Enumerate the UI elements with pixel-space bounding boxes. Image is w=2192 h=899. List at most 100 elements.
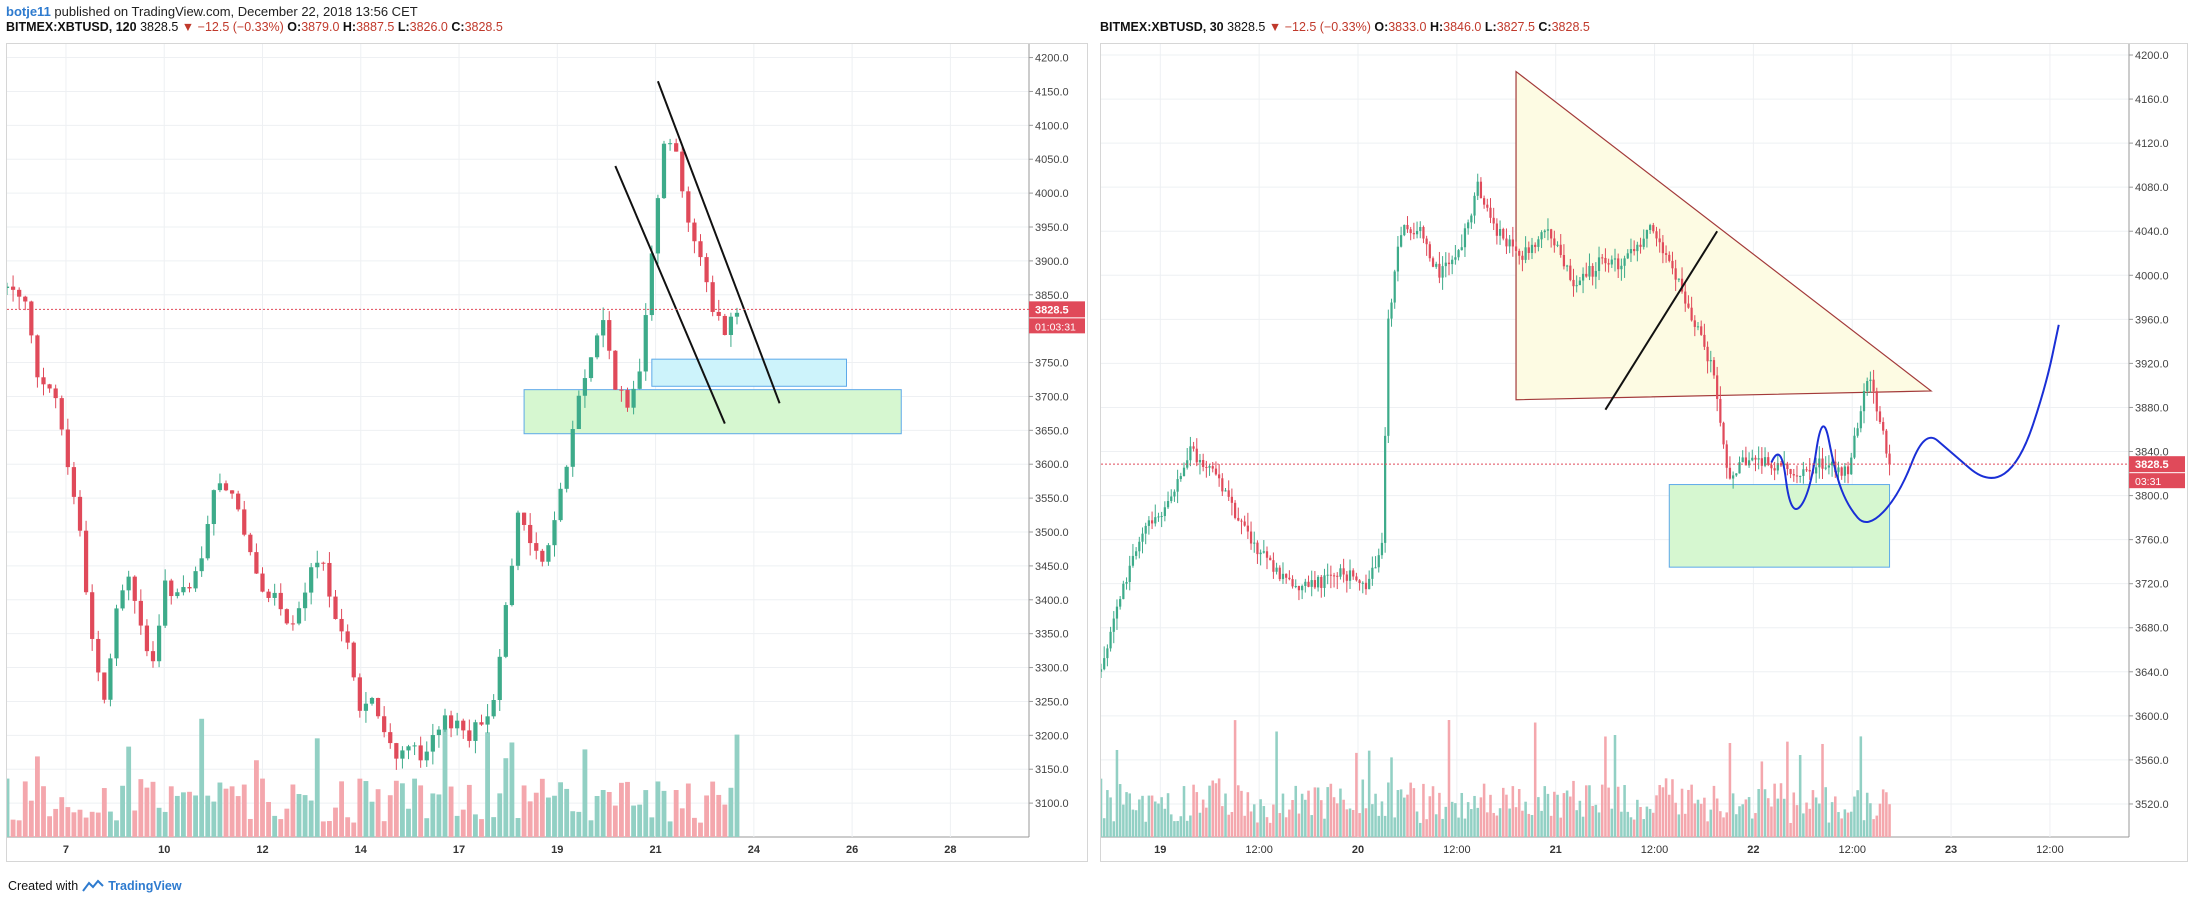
candle-body: [1636, 244, 1639, 252]
y-tick-label: 3560.0: [2135, 755, 2169, 767]
volume-bar: [1543, 786, 1547, 837]
candle-body: [1827, 465, 1831, 468]
volume-bar: [1514, 807, 1518, 837]
volume-bar: [1588, 785, 1591, 837]
volume-bar: [1862, 820, 1866, 837]
volume-bar: [1680, 788, 1684, 837]
volume-bar: [1856, 790, 1859, 837]
candle-body: [1128, 565, 1131, 582]
candle-body: [1396, 246, 1400, 272]
volume-bar: [460, 809, 466, 837]
volume-bar: [296, 794, 302, 837]
candle-body: [1824, 467, 1827, 469]
volume-bar: [546, 797, 551, 837]
volume-bar: [625, 781, 630, 837]
candle-body: [1751, 457, 1754, 461]
y-tick-label: 4050.0: [1035, 154, 1069, 166]
candle-body: [163, 580, 168, 626]
volume-bar: [1616, 786, 1620, 837]
candle-body: [1329, 574, 1332, 576]
volume-bar: [1125, 792, 1128, 837]
candle-body: [1661, 242, 1665, 254]
y-tick-label: 3250.0: [1035, 696, 1069, 708]
volume-bar: [1869, 803, 1872, 837]
volume-bar: [491, 817, 497, 837]
candle-body: [552, 520, 557, 546]
volume-bar: [1607, 787, 1610, 837]
right-symbol[interactable]: BITMEX:XBTUSD, 30: [1100, 20, 1224, 34]
candle-body: [1101, 669, 1103, 672]
candles: [7, 138, 740, 770]
tradingview-brand[interactable]: TradingView: [108, 879, 182, 893]
candle-body: [1763, 457, 1767, 466]
volume-bar: [485, 732, 490, 837]
candle-body: [1147, 520, 1151, 526]
volume-bar: [1185, 820, 1189, 837]
y-tick-label: 3400.0: [1035, 595, 1069, 607]
candle-body: [388, 732, 393, 744]
candle-body: [1371, 567, 1374, 579]
volume-bar: [1249, 811, 1253, 837]
volume-bar: [1652, 812, 1655, 837]
candle-body: [1211, 466, 1214, 469]
x-tick-label: 19: [1154, 844, 1166, 856]
volume-bar: [1632, 819, 1636, 837]
candle-body: [1505, 238, 1508, 247]
y-tick-label: 4150.0: [1035, 86, 1069, 98]
author-link[interactable]: botje11: [6, 4, 51, 19]
candle-body: [1639, 244, 1642, 247]
volume-bar: [1272, 804, 1275, 837]
candle-body: [1722, 422, 1725, 445]
volume-bar: [1639, 807, 1642, 837]
chart-panel-right[interactable]: 4200.0 4160.0 4120.0 4080.0 4040.0 4000.0 3960…: [1100, 43, 2188, 862]
volume-bar: [247, 818, 253, 837]
volume-bar: [1355, 752, 1358, 837]
candle-body: [1805, 469, 1808, 471]
candle-body: [284, 609, 289, 624]
volume-bar: [1674, 802, 1677, 837]
triangle-pattern: [1515, 70, 1933, 401]
volume-bar: [1342, 799, 1345, 837]
candle-body: [1527, 247, 1530, 253]
candle-body: [1342, 568, 1345, 575]
candle-body: [1192, 446, 1195, 449]
candle-body: [649, 253, 654, 316]
candle-body: [23, 296, 28, 302]
volume-bar: [187, 791, 192, 837]
volume-bar: [1725, 812, 1729, 837]
candle-body: [266, 591, 271, 598]
volume-bar: [1482, 783, 1486, 837]
volume-bar: [1837, 812, 1840, 837]
candles: [1101, 173, 1891, 678]
volume-bar: [1122, 804, 1125, 837]
x-tick-label: 21: [1550, 844, 1562, 856]
volume-bar: [473, 814, 478, 837]
volume-bar: [71, 812, 77, 837]
chart-svg-left[interactable]: 4200.0 4150.0 4100.0 4050.0 4000.0 3950.0 3900…: [7, 44, 1087, 861]
chart-svg-right[interactable]: 4200.0 4160.0 4120.0 4080.0 4040.0 4000.0 3960…: [1101, 44, 2187, 861]
volume-bar: [345, 817, 351, 837]
candle-body: [1668, 254, 1671, 261]
volume-bar: [1763, 789, 1767, 837]
volume-bar: [412, 778, 417, 837]
volume-bar: [41, 786, 46, 837]
volume-bar: [436, 794, 442, 837]
candle-body: [1850, 457, 1853, 475]
volume-bar: [1112, 821, 1116, 837]
cyan-zone: [651, 358, 847, 387]
volume-bar: [1294, 785, 1298, 837]
volume-bar: [716, 794, 722, 837]
volume-bar: [1396, 790, 1400, 837]
chart-panel-left[interactable]: 4200.0 4150.0 4100.0 4050.0 4000.0 3950.0 3900…: [6, 43, 1088, 862]
volume-bar: [1699, 803, 1703, 837]
candle-body: [236, 493, 241, 510]
left-symbol[interactable]: BITMEX:XBTUSD, 120: [6, 20, 137, 34]
candle-body: [1741, 457, 1744, 463]
volume-bar: [600, 790, 606, 837]
candle-body: [1853, 435, 1856, 458]
candle-body: [1425, 238, 1428, 245]
volume-bar: [381, 821, 387, 837]
volume-bar: [199, 718, 205, 837]
candle-body: [1693, 320, 1696, 327]
candle-body: [710, 282, 715, 312]
